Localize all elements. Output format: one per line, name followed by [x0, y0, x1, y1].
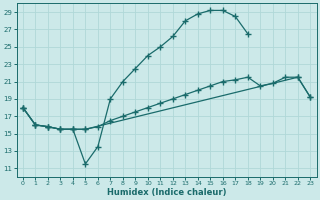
X-axis label: Humidex (Indice chaleur): Humidex (Indice chaleur) [107, 188, 226, 197]
